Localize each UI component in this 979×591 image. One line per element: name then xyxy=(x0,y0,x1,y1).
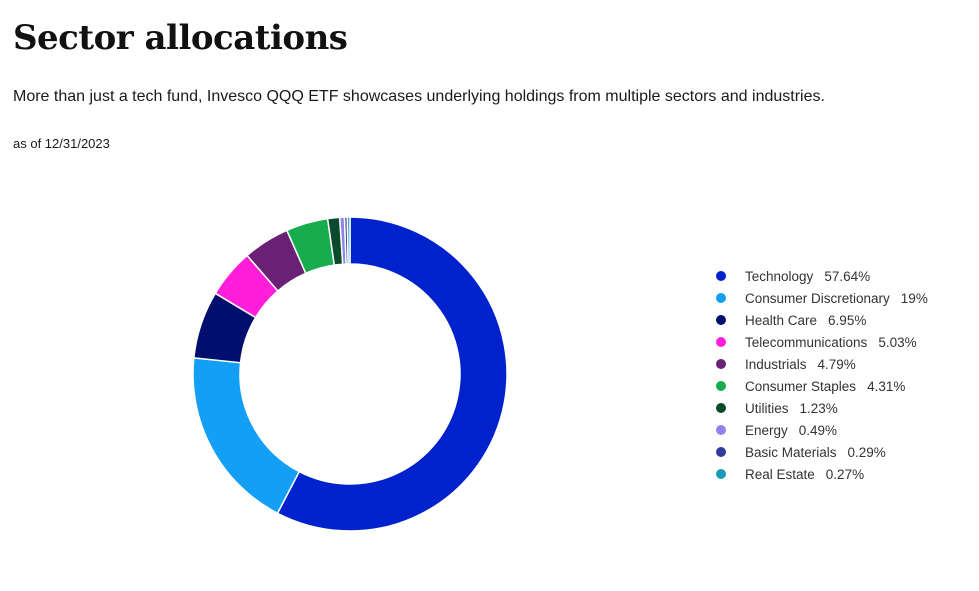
page-title: Sector allocations xyxy=(13,18,348,58)
legend-label: Basic Materials xyxy=(745,444,837,460)
legend-value: 1.23% xyxy=(799,400,838,416)
page-subtitle: More than just a tech fund, Invesco QQQ … xyxy=(13,88,825,105)
legend-label: Consumer Discretionary xyxy=(745,290,890,306)
legend-label: Telecommunications xyxy=(745,334,868,350)
legend-item: Consumer Staples 4.31% xyxy=(713,375,928,397)
legend-label: Real Estate xyxy=(745,466,815,482)
legend-value: 0.29% xyxy=(847,444,886,460)
legend-value: 5.03% xyxy=(878,334,917,350)
chart-legend: Technology 57.64% Consumer Discretionary 19… xyxy=(713,265,928,485)
legend-item: Industrials 4.79% xyxy=(713,353,928,375)
legend-item: Telecommunications 5.03% xyxy=(713,331,928,353)
legend-item: Consumer Discretionary 19% xyxy=(713,287,928,309)
legend-swatch xyxy=(716,359,726,369)
legend-value: 4.79% xyxy=(817,356,856,372)
legend-swatch xyxy=(716,293,726,303)
legend-item: Energy 0.49% xyxy=(713,419,928,441)
legend-label: Consumer Staples xyxy=(745,378,857,394)
sector-donut-chart xyxy=(192,216,508,532)
legend-label: Technology xyxy=(745,268,814,284)
donut-slice-technology[interactable] xyxy=(276,216,508,532)
legend-label: Health Care xyxy=(745,312,818,328)
legend-item: Utilities 1.23% xyxy=(713,397,928,419)
legend-value: 57.64% xyxy=(824,268,871,284)
legend-value: 4.31% xyxy=(867,378,906,394)
legend-value: 6.95% xyxy=(828,312,867,328)
legend-swatch xyxy=(716,447,726,457)
legend-value: 19% xyxy=(900,290,928,306)
legend-swatch xyxy=(716,403,726,413)
legend-swatch xyxy=(716,271,726,281)
donut-slice-consumer-discretionary[interactable] xyxy=(192,357,301,515)
legend-item: Technology 57.64% xyxy=(713,265,928,287)
legend-swatch xyxy=(716,469,726,479)
legend-swatch xyxy=(716,315,726,325)
legend-value: 0.27% xyxy=(825,466,865,482)
legend-swatch xyxy=(716,425,726,435)
as-of-date: as of 12/31/2023 xyxy=(13,136,110,151)
legend-label: Energy xyxy=(745,422,788,438)
legend-item: Basic Materials 0.29% xyxy=(713,441,928,463)
legend-swatch xyxy=(716,381,726,391)
legend-item: Real Estate 0.27% xyxy=(713,463,928,485)
legend-value: 0.49% xyxy=(798,422,838,438)
legend-item: Health Care 6.95% xyxy=(713,309,928,331)
donut-slice-real-estate[interactable] xyxy=(346,216,351,265)
legend-label: Industrials xyxy=(745,356,807,372)
legend-swatch xyxy=(716,337,726,347)
legend-label: Utilities xyxy=(745,400,789,416)
